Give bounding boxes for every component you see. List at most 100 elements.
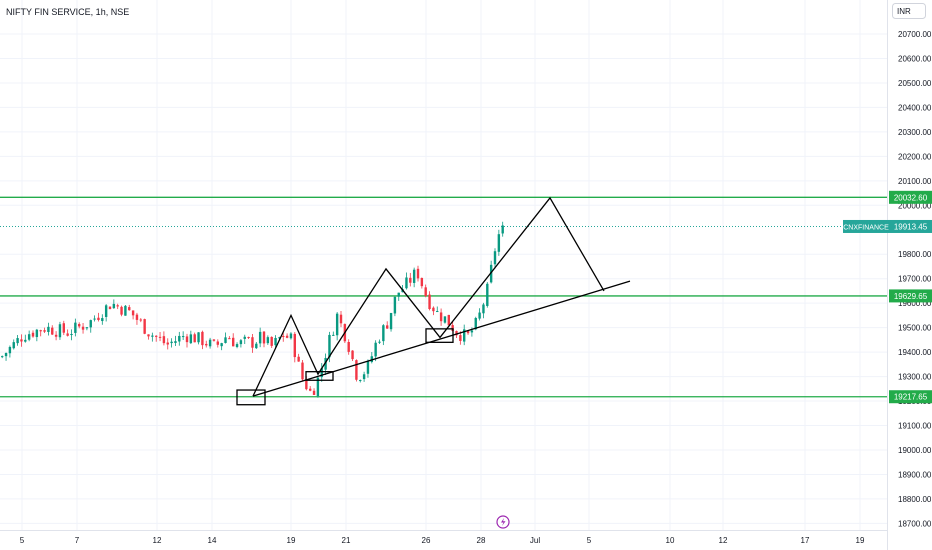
candle[interactable] [220,342,223,351]
candle[interactable] [439,308,443,326]
candle[interactable] [320,363,323,382]
candle[interactable] [112,299,116,309]
candle[interactable] [482,302,485,319]
horizontal-levels[interactable] [0,196,887,398]
candle[interactable] [274,335,277,349]
candle[interactable] [312,388,316,395]
candle[interactable] [255,341,258,349]
candle[interactable] [170,338,173,348]
candle[interactable] [143,318,146,335]
candle[interactable] [104,304,108,322]
candle[interactable] [359,379,362,383]
candle[interactable] [151,332,154,342]
candle[interactable] [24,334,27,343]
candle[interactable] [116,303,119,310]
candle[interactable] [374,340,377,362]
candle[interactable] [27,330,31,342]
candle[interactable] [8,345,12,358]
candle[interactable] [235,342,239,349]
candle[interactable] [1,355,4,359]
candle[interactable] [81,323,85,334]
candle[interactable] [4,352,8,361]
candle[interactable] [335,312,339,341]
candle[interactable] [362,371,366,382]
candle[interactable] [101,314,104,325]
candle[interactable] [247,336,250,340]
candle[interactable] [201,330,204,350]
candle[interactable] [224,332,227,344]
candle[interactable] [135,312,139,325]
candle[interactable] [378,339,381,344]
candle[interactable] [66,329,69,337]
candle[interactable] [212,339,216,342]
candle[interactable] [185,333,189,348]
candle[interactable] [51,325,54,336]
candle[interactable] [193,332,196,343]
highlight-box[interactable] [425,328,454,343]
candle[interactable] [301,359,304,382]
candle[interactable] [347,339,350,355]
candle[interactable] [216,339,219,348]
candle[interactable] [486,282,489,308]
candle[interactable] [85,327,89,331]
candle[interactable] [412,267,416,288]
candle[interactable] [266,335,270,345]
candle[interactable] [181,331,185,341]
candle[interactable] [16,335,19,346]
candle[interactable] [432,306,435,316]
candle[interactable] [120,305,123,317]
candle[interactable] [239,338,243,348]
candle[interactable] [208,337,212,349]
candle[interactable] [139,318,142,323]
drawing-tools[interactable] [236,196,631,406]
candle[interactable] [382,324,385,346]
candle[interactable] [389,312,393,332]
candle[interactable] [285,333,289,339]
trendline[interactable] [252,280,631,397]
candle[interactable] [339,311,343,328]
candle[interactable] [262,330,266,348]
candle[interactable] [405,272,408,290]
candle[interactable] [232,333,235,347]
candle[interactable] [478,308,481,321]
candle[interactable] [78,322,81,329]
candle[interactable] [166,338,169,350]
candle[interactable] [297,353,300,362]
candle[interactable] [131,310,135,320]
candle[interactable] [332,331,335,336]
candle[interactable] [178,331,181,346]
candle[interactable] [228,336,231,340]
candle[interactable] [447,314,450,326]
candle[interactable] [97,312,100,322]
candle[interactable] [89,319,92,333]
candle[interactable] [463,324,466,346]
candle[interactable] [293,332,296,363]
candle[interactable] [155,335,158,342]
symbol-title[interactable]: NIFTY FIN SERVICE, 1h, NSE [6,7,129,17]
candle[interactable] [351,350,354,361]
candle[interactable] [174,335,177,346]
candle[interactable] [409,272,412,287]
candle[interactable] [393,296,397,317]
candle[interactable] [108,306,112,310]
candle[interactable] [501,221,504,237]
candle[interactable] [397,292,400,301]
projection-zigzag[interactable] [252,196,605,397]
candle[interactable] [35,328,39,342]
candle[interactable] [162,331,166,346]
candle[interactable] [62,320,65,336]
candle[interactable] [54,331,58,341]
candle[interactable] [251,334,254,353]
candle[interactable] [309,386,312,392]
candle[interactable] [158,332,162,342]
candle[interactable] [205,340,208,348]
candle[interactable] [124,304,127,316]
candle[interactable] [420,277,424,289]
flash-icon[interactable] [496,515,510,529]
candle[interactable] [497,229,501,256]
time-axis[interactable]: 5 7 12 14 19 21 26 28 Jul 5 10 12 17 19 [20,536,865,545]
candle[interactable] [128,304,131,311]
candle[interactable] [355,359,358,382]
candle[interactable] [47,322,50,336]
